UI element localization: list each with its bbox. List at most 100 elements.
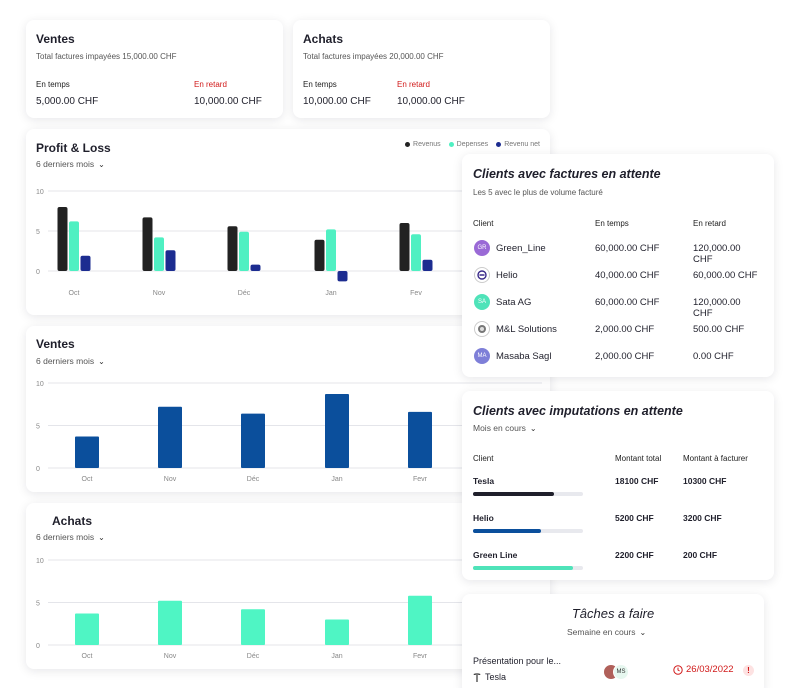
- ventes-period-dropdown[interactable]: 6 derniers mois ⌄: [36, 356, 105, 366]
- bar-revenu-net-oct[interactable]: [80, 255, 91, 271]
- x-tick-label: Fevr: [413, 653, 428, 660]
- ventes-late-value: 10,000.00 CHF: [194, 96, 262, 107]
- bar-ventes-déc[interactable]: [241, 413, 265, 468]
- bar-revenu-net-nov[interactable]: [165, 250, 176, 271]
- bar-depenses-jan[interactable]: [326, 229, 336, 271]
- bar-achats-nov[interactable]: [158, 600, 182, 645]
- profit-loss-period-dropdown[interactable]: 6 derniers mois ⌄: [36, 159, 105, 169]
- late-amount: 120,000.00 CHF: [693, 297, 741, 319]
- x-tick-label: Jan: [331, 476, 342, 483]
- imputation-total: 2200 CHF: [615, 550, 654, 560]
- pending-imputations-rows: Tesla 18100 CHF 10300 CHF Helio 5200 CHF 3200…: [462, 391, 774, 580]
- tasks-period-dropdown[interactable]: Semaine en cours ⌄: [567, 627, 646, 637]
- on-time-amount: 60,000.00 CHF: [595, 297, 660, 308]
- col-client: Client: [473, 219, 494, 228]
- bar-achats-déc[interactable]: [241, 609, 265, 645]
- on-time-amount: 40,000.00 CHF: [595, 270, 660, 281]
- table-row[interactable]: SA Sata AG 60,000.00 CHF 120,000.00 CHF: [474, 294, 762, 319]
- x-tick-label: Nov: [164, 653, 177, 660]
- y-tick-label: 0: [36, 269, 40, 276]
- bar-revenu-net-fev[interactable]: [422, 259, 433, 271]
- legend-revenus: Revenus: [405, 141, 441, 148]
- col-client: Client: [473, 454, 494, 463]
- x-tick-label: Jan: [325, 290, 336, 297]
- bar-revenu-net-jan[interactable]: [337, 271, 348, 282]
- bar-revenus-fev[interactable]: [399, 223, 410, 271]
- bar-ventes-oct[interactable]: [75, 436, 99, 468]
- x-tick-label: Oct: [69, 290, 80, 297]
- bar-depenses-fev[interactable]: [411, 234, 421, 271]
- bar-ventes-fevr[interactable]: [408, 411, 432, 468]
- late-amount: 0.00 CHF: [693, 351, 734, 362]
- imputations-period-dropdown[interactable]: Mois en cours ⌄: [473, 423, 537, 433]
- late-amount: 120,000.00 CHF: [693, 243, 741, 265]
- chevron-down-icon: ⌄: [98, 159, 105, 169]
- profit-loss-title: Profit & Loss: [36, 141, 111, 155]
- table-row[interactable]: Helio 40,000.00 CHF 60,000.00 CHF: [474, 267, 762, 289]
- col-total: Montant total: [615, 454, 662, 463]
- bar-achats-oct[interactable]: [75, 613, 99, 645]
- pending-imputations-card: Clients avec imputations en attente Mois…: [462, 391, 774, 580]
- task-client-name: Tesla: [485, 672, 507, 682]
- ventes-period: 6 derniers mois: [36, 356, 95, 366]
- ventes-chart-title: Ventes: [36, 337, 75, 351]
- chevron-down-icon: ⌄: [529, 423, 537, 433]
- imputation-total: 5200 CHF: [615, 513, 654, 523]
- client-name: Sata AG: [496, 297, 532, 308]
- late-amount: 60,000.00 CHF: [693, 270, 758, 281]
- imputation-to-invoice: 200 CHF: [683, 550, 718, 560]
- x-tick-label: Déc: [238, 290, 251, 297]
- late-amount: 500.00 CHF: [693, 324, 745, 335]
- bar-revenu-net-déc[interactable]: [250, 264, 261, 271]
- bar-revenus-oct[interactable]: [57, 207, 68, 271]
- y-tick-label: 0: [36, 643, 40, 650]
- imputations-period: Mois en cours: [473, 423, 526, 433]
- y-tick-label: 10: [36, 189, 44, 196]
- bar-achats-fevr[interactable]: [408, 595, 432, 645]
- bar-depenses-oct[interactable]: [69, 221, 79, 271]
- legend-revenu-net-label: Revenu net: [504, 141, 540, 148]
- achats-period: 6 derniers mois: [36, 532, 95, 542]
- y-tick-label: 5: [36, 601, 40, 608]
- achats-chart-title: Achats: [52, 514, 93, 528]
- bar-achats-jan[interactable]: [325, 619, 349, 646]
- client-avatar: MA: [474, 348, 490, 364]
- achats-summary-title: Achats: [303, 32, 344, 46]
- bar-ventes-nov[interactable]: [158, 406, 182, 468]
- table-row[interactable]: MA Masaba Sagl 2,000.00 CHF 0.00 CHF: [474, 348, 762, 370]
- task-avatar: MS: [613, 664, 629, 680]
- table-row[interactable]: GR Green_Line 60,000.00 CHF 120,000.00 CHF: [474, 240, 762, 265]
- achats-period-dropdown[interactable]: 6 derniers mois ⌄: [36, 532, 105, 542]
- ventes-unpaid-label: Total factures impayées: [36, 52, 121, 61]
- achats-unpaid-value: 20,000.00 CHF: [389, 52, 444, 61]
- bar-revenus-jan[interactable]: [314, 239, 325, 271]
- bar-revenus-nov[interactable]: [142, 217, 153, 271]
- col-to-invoice: Montant à facturer: [683, 454, 748, 463]
- ventes-on-time-label: En temps: [36, 80, 70, 89]
- bar-revenus-déc[interactable]: [227, 226, 238, 271]
- ventes-chart: 0 5 10 Oct Nov Déc Jan Fevr: [36, 381, 542, 483]
- y-tick-label: 10: [36, 558, 44, 565]
- tasks-period: Semaine en cours: [567, 627, 636, 637]
- helio-logo-icon: [474, 267, 490, 283]
- bar-depenses-déc[interactable]: [239, 231, 249, 271]
- client-name: Masaba Sagl: [496, 351, 552, 362]
- bar-ventes-jan[interactable]: [325, 394, 349, 468]
- clock-icon: [673, 664, 683, 675]
- bar-depenses-nov[interactable]: [154, 237, 164, 271]
- table-row[interactable]: M&L Solutions 2,000.00 CHF 500.00 CHF: [474, 321, 762, 343]
- achats-unpaid-label: Total factures impayées: [303, 52, 388, 61]
- task-client: Tesla: [473, 672, 506, 682]
- client-name: M&L Solutions: [496, 324, 557, 335]
- ventes-on-time-value: 5,000.00 CHF: [36, 96, 99, 107]
- imputation-progress-fill: [473, 566, 574, 570]
- chevron-down-icon: ⌄: [639, 627, 647, 637]
- tasks-title: Tâches a faire: [571, 606, 655, 621]
- task-item[interactable]: Présentation pour le... Tesla MS 26/03/2…: [473, 652, 754, 688]
- pending-invoices-subtitle: Les 5 avec le plus de volume facturé: [473, 188, 603, 197]
- ml-solutions-logo-icon: [474, 321, 490, 337]
- imputation-to-invoice: 10300 CHF: [683, 476, 727, 486]
- y-tick-label: 5: [36, 229, 40, 236]
- legend-depenses: Depenses: [448, 141, 488, 148]
- client-avatar: GR: [474, 240, 490, 256]
